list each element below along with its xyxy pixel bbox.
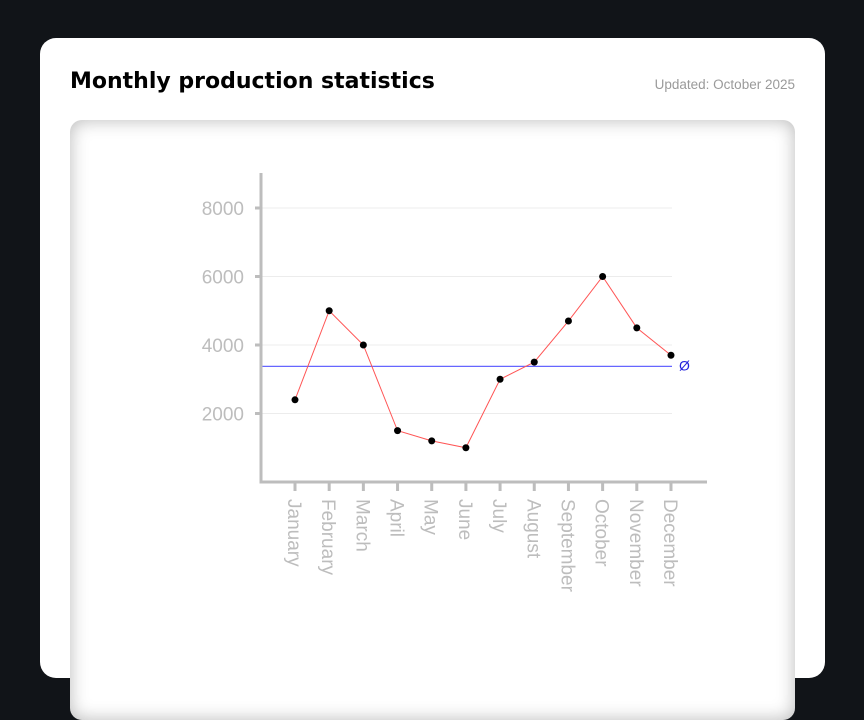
data-point xyxy=(325,307,333,315)
data-point xyxy=(496,375,504,383)
grid-lines xyxy=(261,207,672,414)
x-tick-label: August xyxy=(522,499,543,559)
data-point xyxy=(564,317,572,325)
series-line xyxy=(294,275,672,449)
data-point xyxy=(428,437,436,445)
data-point xyxy=(530,358,538,366)
x-tick-label: February xyxy=(317,499,338,576)
x-tick-label: October xyxy=(591,499,612,567)
tick-labels: 2000 4000 6000 8000 January February March Apri… xyxy=(202,199,680,593)
chart-card: Monthly production statistics Updated: O… xyxy=(40,38,825,720)
x-tick-label: September xyxy=(556,499,577,593)
data-point xyxy=(291,396,299,404)
data-point xyxy=(394,427,402,435)
chart-panel: Ø 2000 4000 6000 8000 January February March Ap… xyxy=(70,120,795,720)
y-tick-label: 8000 xyxy=(202,199,244,220)
x-tick-label: July xyxy=(488,499,509,533)
x-tick-label: January xyxy=(283,499,304,567)
mean-label: Ø xyxy=(679,357,690,373)
y-tick-label: 4000 xyxy=(202,336,244,357)
data-point xyxy=(667,351,675,359)
x-tick-label: March xyxy=(351,499,372,552)
data-point xyxy=(599,273,607,280)
y-tick-label: 2000 xyxy=(202,405,244,426)
x-tick-label: May xyxy=(420,499,441,535)
data-point xyxy=(462,444,470,452)
axes xyxy=(255,173,707,491)
mean-reference: Ø xyxy=(261,357,690,373)
x-tick-label: June xyxy=(454,499,475,540)
updated-label: Updated: October 2025 xyxy=(654,77,795,92)
x-tick-label: November xyxy=(625,499,646,587)
data-point xyxy=(633,324,641,332)
y-tick-label: 6000 xyxy=(202,268,244,289)
series-layer xyxy=(291,273,675,452)
line-chart: Ø 2000 4000 6000 8000 January February March Ap… xyxy=(202,173,707,593)
x-tick-label: December xyxy=(659,499,680,587)
page-title: Monthly production statistics xyxy=(70,69,435,94)
x-tick-label: April xyxy=(386,499,407,537)
data-point xyxy=(359,341,367,349)
